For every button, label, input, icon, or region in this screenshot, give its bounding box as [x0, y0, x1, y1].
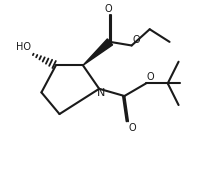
Text: O: O: [147, 72, 155, 82]
Polygon shape: [83, 39, 113, 65]
Text: HO: HO: [16, 42, 31, 52]
Text: N: N: [97, 88, 105, 98]
Text: O: O: [129, 123, 137, 133]
Text: O: O: [104, 4, 112, 14]
Text: O: O: [133, 35, 140, 45]
